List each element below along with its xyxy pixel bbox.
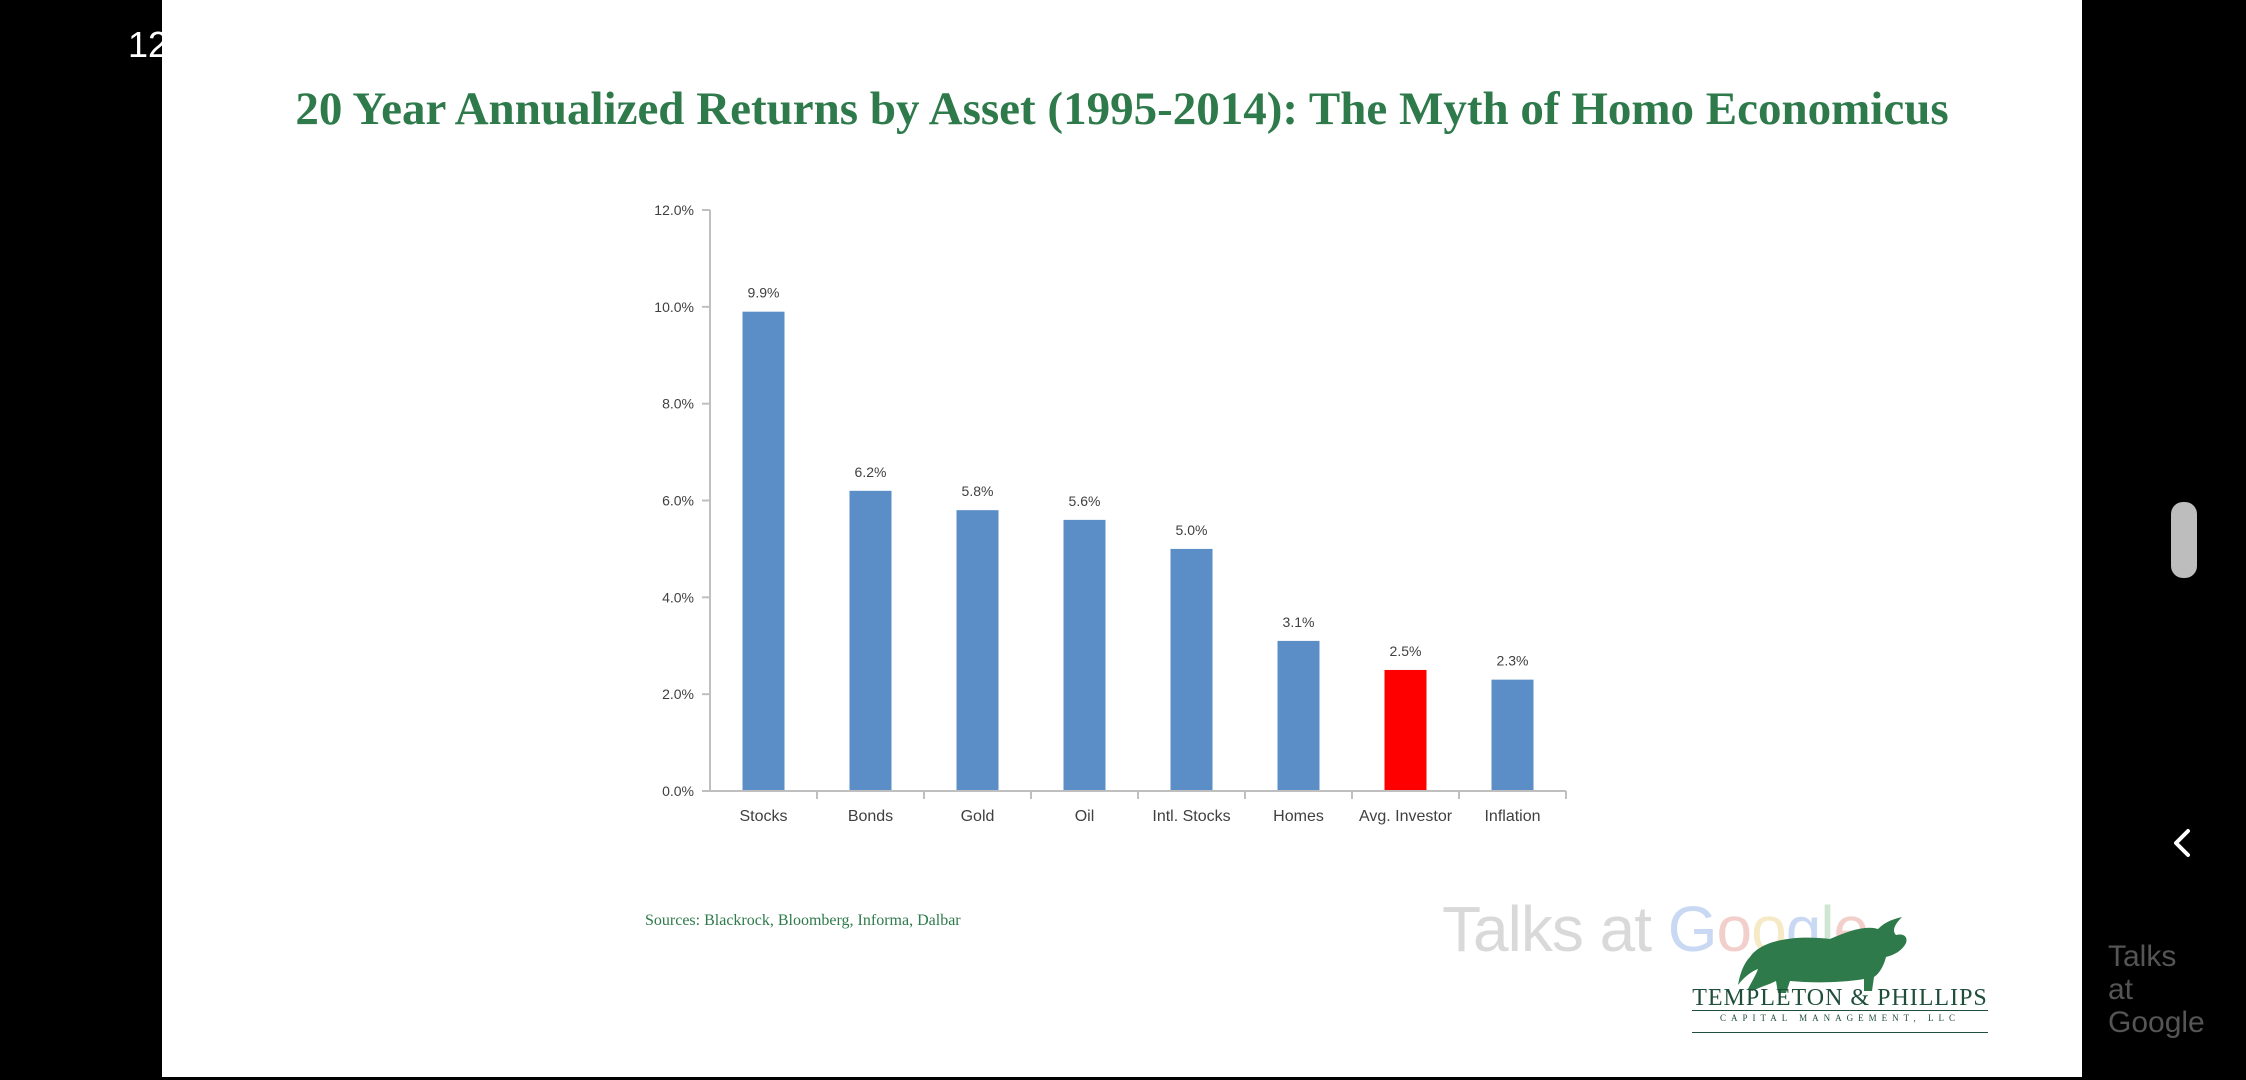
x-axis: Stocks Bonds Gold Oil Intl. Stocks Homes Avg. … [710, 790, 1567, 825]
x-tick-label: Inflation [1484, 808, 1540, 825]
slide-title: 20 Year Annualized Returns by Asset (199… [295, 83, 1949, 135]
watermark-g: G [1667, 893, 1718, 965]
x-tick-label: Avg. Investor [1359, 808, 1453, 825]
logo-rule-top [1692, 1010, 1988, 1011]
data-label: 5.6% [1069, 493, 1101, 509]
data-label: 6.2% [855, 464, 887, 480]
bar [742, 311, 785, 791]
data-label: 3.1% [1283, 614, 1315, 630]
source-note: Sources: Blackrock, Bloomberg, Informa, … [645, 912, 961, 929]
logo-tagline: CAPITAL MANAGEMENT, LLC [1719, 1013, 1961, 1023]
logo-rule-bottom [1692, 1032, 1988, 1033]
scroll-handle[interactable] [2171, 502, 2197, 578]
x-tick-label: Homes [1273, 808, 1324, 825]
y-tick-label: 4.0% [662, 589, 694, 605]
bar [849, 490, 892, 791]
bar [956, 510, 999, 791]
bull-icon [1738, 917, 1907, 993]
y-axis: 0.0% 2.0% 4.0% 6.0% 8.0% 10.0% 12.0% [654, 202, 711, 799]
watermark-prefix: Talks at [1442, 893, 1668, 965]
logo-name: TEMPLETON & PHILLIPS [1692, 985, 1988, 1011]
side-logo-line3: Google [2108, 1006, 2205, 1039]
video-slide[interactable]: 20 Year Annualized Returns by Asset (199… [162, 0, 2082, 1077]
y-tick-label: 2.0% [662, 686, 694, 702]
data-label: 9.9% [748, 285, 780, 301]
bar [1170, 548, 1213, 791]
x-tick-label: Intl. Stocks [1152, 808, 1230, 825]
x-tick-label: Bonds [848, 808, 893, 825]
data-label: 2.3% [1497, 653, 1529, 669]
bar [1384, 669, 1427, 791]
y-tick-label: 0.0% [662, 783, 694, 799]
data-label: 2.5% [1390, 643, 1422, 659]
y-tick-label: 8.0% [662, 396, 694, 412]
y-tick-label: 10.0% [654, 299, 694, 315]
bar [1491, 679, 1534, 791]
y-tick-label: 6.0% [662, 493, 694, 509]
bar [1063, 519, 1106, 791]
bars [742, 311, 1534, 791]
bar [1277, 640, 1320, 791]
x-tick-label: Stocks [739, 808, 787, 825]
watermark-o1: o [1716, 893, 1753, 965]
chevron-left-icon[interactable] [2168, 823, 2198, 863]
y-tick-label: 12.0% [654, 202, 694, 218]
x-tick-label: Gold [961, 808, 995, 825]
side-logo-line1: Talks [2108, 940, 2177, 973]
side-logo-line2: at [2108, 973, 2134, 1006]
x-tick-label: Oil [1075, 808, 1095, 825]
talks-at-google-side-logo: Talks at Google [2108, 940, 2205, 1039]
bar-chart: 0.0% 2.0% 4.0% 6.0% 8.0% 10.0% 12.0% 9.9% 6.2% 5… [654, 202, 1567, 825]
data-label: 5.0% [1176, 522, 1208, 538]
status-bar-time: 12 [128, 24, 169, 65]
data-labels: 9.9% 6.2% 5.8% 5.6% 5.0% 3.1% 2.5% 2.3% [748, 285, 1529, 669]
data-label: 5.8% [962, 483, 994, 499]
